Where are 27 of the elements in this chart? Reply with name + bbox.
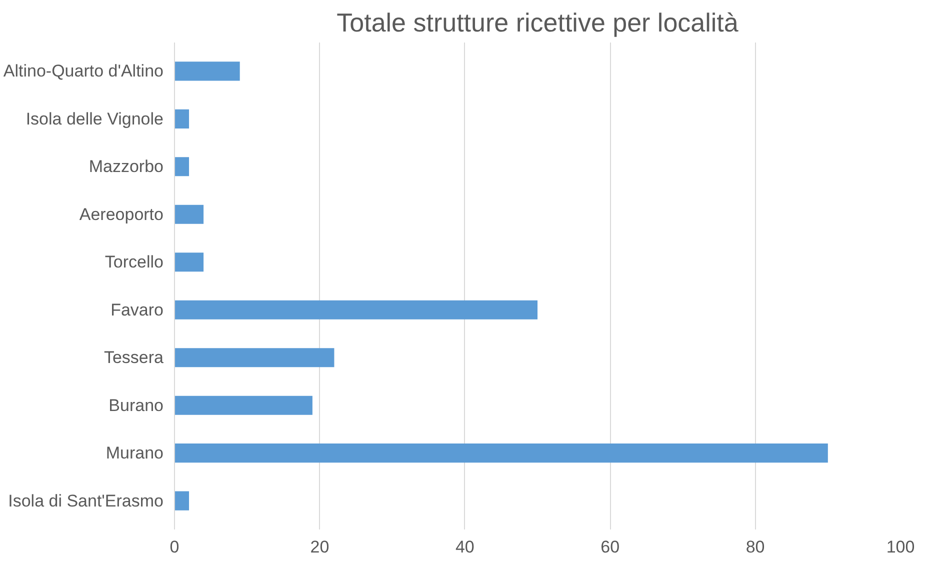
x-tick-label: 100 xyxy=(886,538,915,556)
x-tick-label: 20 xyxy=(310,538,330,556)
y-tick-label: Isola di Sant'Erasmo xyxy=(8,491,164,510)
bar xyxy=(174,300,538,320)
x-tick-label: 40 xyxy=(455,538,474,556)
bar xyxy=(174,396,312,415)
bar xyxy=(174,109,190,128)
y-tick-label: Favaro xyxy=(110,300,164,320)
x-tick-label: 0 xyxy=(170,538,180,556)
x-tick-label: 60 xyxy=(600,538,620,556)
y-tick-label: Murano xyxy=(106,444,164,463)
bar xyxy=(174,204,204,224)
y-tick-label: Torcello xyxy=(104,252,164,272)
y-tick-label: Mazzorbo xyxy=(88,157,164,176)
bar xyxy=(174,348,334,368)
chart-title: Totale strutture ricettive per località xyxy=(336,8,739,38)
y-tick-label: Altino-Quarto d'Altino xyxy=(3,62,164,81)
bar xyxy=(174,252,204,272)
y-tick-label: Burano xyxy=(108,396,164,415)
y-tick-label: Isola delle Vignole xyxy=(26,109,164,128)
bar xyxy=(174,62,240,81)
y-tick-label: Aereoporto xyxy=(79,204,164,224)
bar xyxy=(174,157,190,176)
y-tick-label: Tessera xyxy=(104,348,164,368)
x-tick-label: 80 xyxy=(746,538,765,556)
bar xyxy=(174,444,828,463)
bar xyxy=(174,491,190,510)
